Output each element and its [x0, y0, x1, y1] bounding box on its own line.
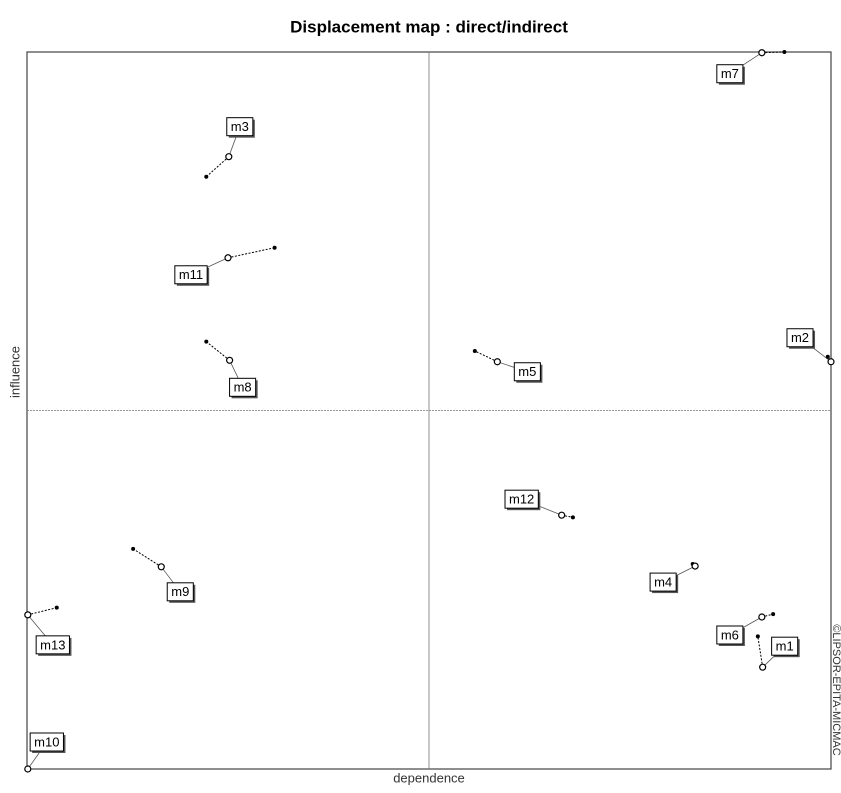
point-label: m3 [231, 119, 249, 134]
displacement-line [28, 608, 57, 615]
point-label: m10 [34, 734, 59, 749]
end-point [131, 547, 135, 551]
page: Displacement map : direct/indirect depen… [0, 0, 841, 793]
end-point [771, 612, 775, 616]
point-label: m11 [179, 267, 203, 282]
start-point [158, 564, 164, 570]
displacement-line [206, 157, 229, 177]
displacement-line [228, 248, 275, 258]
start-point [227, 357, 233, 363]
displacement-line [758, 636, 763, 667]
point-label: m6 [721, 627, 739, 642]
end-point [273, 246, 277, 250]
start-point [759, 614, 765, 620]
start-point [225, 255, 231, 261]
point-label: m4 [654, 575, 672, 590]
end-point [782, 50, 786, 54]
point-label: m1 [776, 639, 794, 654]
start-point [760, 664, 766, 670]
point-label: m7 [721, 66, 739, 81]
displacement-line [206, 342, 229, 361]
displacement-line [475, 351, 498, 362]
credit: ©LIPSOR-EPITA-MICMAC [830, 624, 841, 755]
displacement-line [133, 549, 161, 567]
start-point [226, 154, 232, 160]
end-point [473, 349, 477, 353]
chart-title: Displacement map : direct/indirect [290, 17, 568, 36]
point-label: m12 [509, 492, 534, 507]
chart: Displacement map : direct/indirect depen… [0, 0, 841, 788]
end-point [826, 355, 830, 359]
point-label: m13 [40, 637, 65, 652]
start-point [25, 612, 31, 618]
start-point [759, 50, 765, 56]
point-label: m8 [234, 380, 252, 395]
y-axis-label: influence [7, 346, 22, 398]
start-point [828, 359, 834, 365]
start-point [494, 359, 500, 365]
start-point [25, 766, 31, 772]
point-label: m5 [518, 364, 536, 379]
start-point [559, 512, 565, 518]
end-point [204, 175, 208, 179]
x-axis-label: dependence [393, 770, 465, 785]
end-point [756, 634, 760, 638]
point-label: m9 [171, 584, 189, 599]
end-point [571, 515, 575, 519]
start-point [692, 563, 698, 569]
point-label: m2 [791, 330, 809, 345]
end-point [204, 340, 208, 344]
end-point [55, 606, 59, 610]
